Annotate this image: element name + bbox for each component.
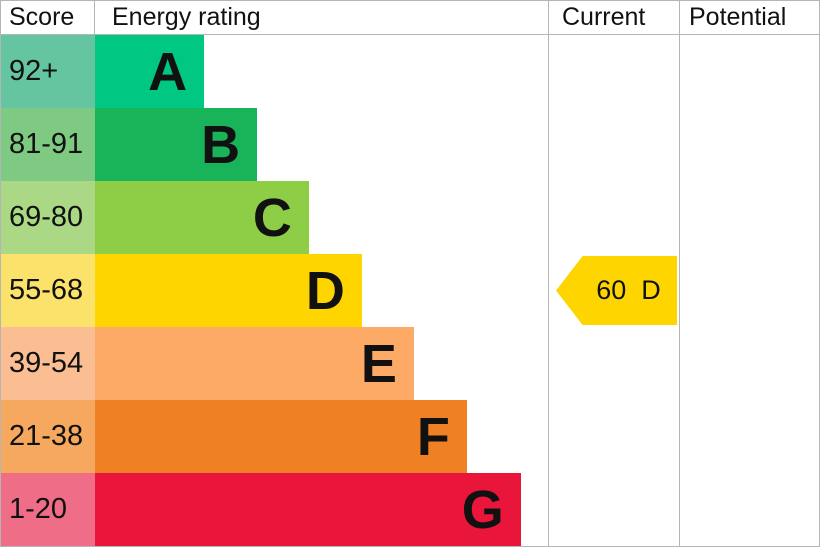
rating-bar: C [95, 181, 309, 254]
current-value-cell [548, 327, 679, 400]
score-range-label: 81-91 [1, 108, 95, 181]
rating-bar: D [95, 254, 362, 327]
rating-row-d: 55-68 D 60 D [1, 254, 819, 327]
rating-row-c: 69-80 C [1, 181, 819, 254]
current-value-cell [548, 181, 679, 254]
rating-letter: B [201, 114, 241, 175]
score-range-label: 69-80 [1, 181, 95, 254]
rating-bar: G [95, 473, 521, 546]
rating-bar: E [95, 327, 414, 400]
current-score-value: 60 [596, 275, 627, 305]
rating-row-a: 92+ A [1, 35, 819, 108]
score-range-label: 21-38 [1, 400, 95, 473]
current-value-cell [548, 108, 679, 181]
current-rating-letter: D [641, 275, 661, 305]
rating-letter: G [461, 479, 504, 540]
rating-bar-area: F [95, 400, 548, 473]
chart-header: Score Energy rating Current Potential [1, 1, 819, 35]
rating-bar-area: C [95, 181, 548, 254]
current-value-cell [548, 35, 679, 108]
score-range-label: 55-68 [1, 254, 95, 327]
rating-rows: 92+ A 81-91 B 69-80 C 55-68 [1, 35, 819, 546]
current-rating-marker: 60 D [556, 256, 677, 325]
potential-value-cell [679, 473, 819, 546]
score-column-header: Score [1, 1, 95, 34]
rating-row-g: 1-20 G [1, 473, 819, 546]
potential-value-cell [679, 35, 819, 108]
rating-bar: B [95, 108, 258, 181]
rating-bar-area: D [95, 254, 548, 327]
rating-bar-area: A [95, 35, 548, 108]
rating-letter: A [148, 41, 188, 102]
rating-letter: F [416, 406, 450, 467]
current-value-cell: 60 D [548, 254, 679, 327]
rating-bar: A [95, 35, 205, 108]
rating-letter: D [305, 260, 345, 321]
current-value-cell [548, 400, 679, 473]
potential-value-cell [679, 327, 819, 400]
score-range-label: 92+ [1, 35, 95, 108]
potential-value-cell [679, 400, 819, 473]
rating-row-f: 21-38 F [1, 400, 819, 473]
rating-row-e: 39-54 E [1, 327, 819, 400]
rating-bar: F [95, 400, 467, 473]
rating-letter: E [360, 333, 397, 394]
current-value-cell [548, 473, 679, 546]
potential-value-cell [679, 181, 819, 254]
potential-value-cell [679, 108, 819, 181]
rating-row-b: 81-91 B [1, 108, 819, 181]
energy-rating-column-header: Energy rating [112, 3, 261, 31]
rating-bar-area: B [95, 108, 548, 181]
rating-bar-area: G [95, 473, 548, 546]
current-column-header: Current [548, 1, 679, 34]
score-range-label: 39-54 [1, 327, 95, 400]
potential-column-header: Potential [679, 1, 819, 34]
rating-bar-area: E [95, 327, 548, 400]
score-range-label: 1-20 [1, 473, 95, 546]
potential-value-cell [679, 254, 819, 327]
rating-letter: C [252, 187, 292, 248]
